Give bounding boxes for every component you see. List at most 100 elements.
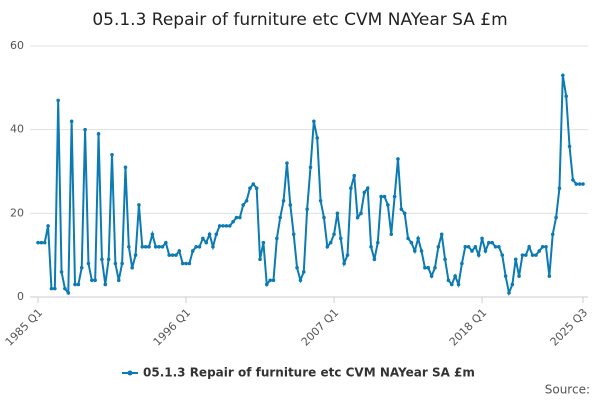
data-point	[110, 152, 114, 157]
data-point	[513, 257, 518, 262]
data-point	[180, 261, 185, 266]
data-point	[190, 249, 195, 253]
data-point	[278, 215, 283, 220]
data-point	[564, 94, 568, 98]
data-point	[264, 282, 269, 287]
data-point	[86, 261, 91, 266]
data-point	[69, 119, 74, 124]
data-point	[79, 265, 84, 270]
data-point	[386, 203, 390, 207]
data-point	[449, 282, 454, 287]
data-point	[460, 261, 464, 266]
data-point	[184, 261, 188, 266]
data-point	[275, 236, 279, 241]
data-point	[217, 224, 222, 228]
data-point	[567, 144, 572, 149]
data-point	[550, 232, 555, 237]
data-point	[577, 182, 582, 186]
data-point	[372, 257, 377, 262]
data-point	[540, 245, 545, 249]
data-point	[480, 236, 484, 241]
x-tick-label: 2025 Q3	[548, 306, 591, 349]
data-point	[157, 245, 161, 249]
data-point	[436, 245, 441, 249]
data-point	[426, 265, 431, 270]
data-point	[561, 73, 565, 78]
y-tick-label: 40	[10, 123, 24, 136]
data-point	[285, 161, 289, 165]
legend-label: 05.1.3 Repair of furniture etc CVM NAYea…	[143, 366, 475, 380]
y-tick-label: 60	[10, 39, 24, 52]
data-point	[332, 232, 336, 237]
data-point	[419, 249, 424, 253]
data-point	[365, 186, 370, 191]
data-point	[527, 245, 531, 249]
data-point	[100, 257, 104, 262]
data-point	[396, 157, 400, 161]
data-point	[382, 194, 387, 199]
data-point	[423, 265, 427, 270]
data-point	[271, 278, 276, 283]
data-point	[73, 282, 77, 287]
source: Source:	[545, 383, 590, 397]
data-point	[261, 240, 266, 245]
data-point	[113, 261, 118, 266]
data-point	[476, 253, 481, 257]
data-point	[248, 186, 252, 191]
data-point	[534, 253, 538, 257]
data-point	[133, 253, 138, 257]
data-point	[207, 232, 212, 237]
data-point	[574, 182, 579, 186]
data-point	[352, 173, 357, 178]
data-point	[446, 278, 451, 283]
x-tick-label: 1985 Q1	[3, 306, 46, 349]
data-point	[174, 253, 178, 257]
data-point	[345, 253, 350, 257]
data-point	[554, 215, 558, 220]
data-point	[335, 211, 340, 216]
data-point	[36, 240, 40, 245]
data-point	[90, 278, 94, 283]
data-point	[63, 286, 67, 291]
data-point	[487, 240, 491, 245]
data-point	[409, 240, 414, 245]
data-point	[123, 165, 128, 170]
data-point	[53, 286, 57, 291]
data-point	[194, 245, 198, 249]
data-point	[379, 194, 383, 199]
data-point	[227, 224, 232, 228]
data-point	[338, 236, 343, 241]
data-point	[164, 240, 168, 245]
data-point	[571, 178, 575, 182]
data-line	[38, 75, 583, 297]
data-point	[281, 198, 286, 203]
y-tick-label: 20	[10, 206, 24, 219]
data-point	[349, 186, 353, 191]
data-point	[342, 261, 346, 266]
data-point	[375, 240, 380, 245]
data-point	[268, 278, 272, 283]
data-point	[116, 278, 121, 283]
legend-marker	[127, 370, 133, 376]
data-point	[204, 240, 209, 245]
data-point	[59, 270, 64, 274]
data-point	[127, 245, 131, 249]
data-point	[537, 249, 542, 253]
data-point	[197, 245, 202, 249]
data-point	[369, 245, 373, 249]
x-tick-label: 2007 Q1	[299, 306, 342, 349]
data-point	[254, 186, 259, 191]
data-point	[520, 253, 525, 257]
data-point	[392, 194, 397, 199]
data-point	[497, 245, 501, 249]
data-point	[359, 211, 363, 216]
data-point	[56, 98, 60, 103]
data-point	[231, 219, 235, 224]
data-point	[201, 236, 205, 241]
data-point	[83, 127, 87, 132]
data-point	[439, 232, 444, 237]
data-point	[214, 232, 219, 237]
data-point	[362, 190, 367, 195]
chart-title: 05.1.3 Repair of furniture etc CVM NAYea…	[92, 10, 507, 30]
